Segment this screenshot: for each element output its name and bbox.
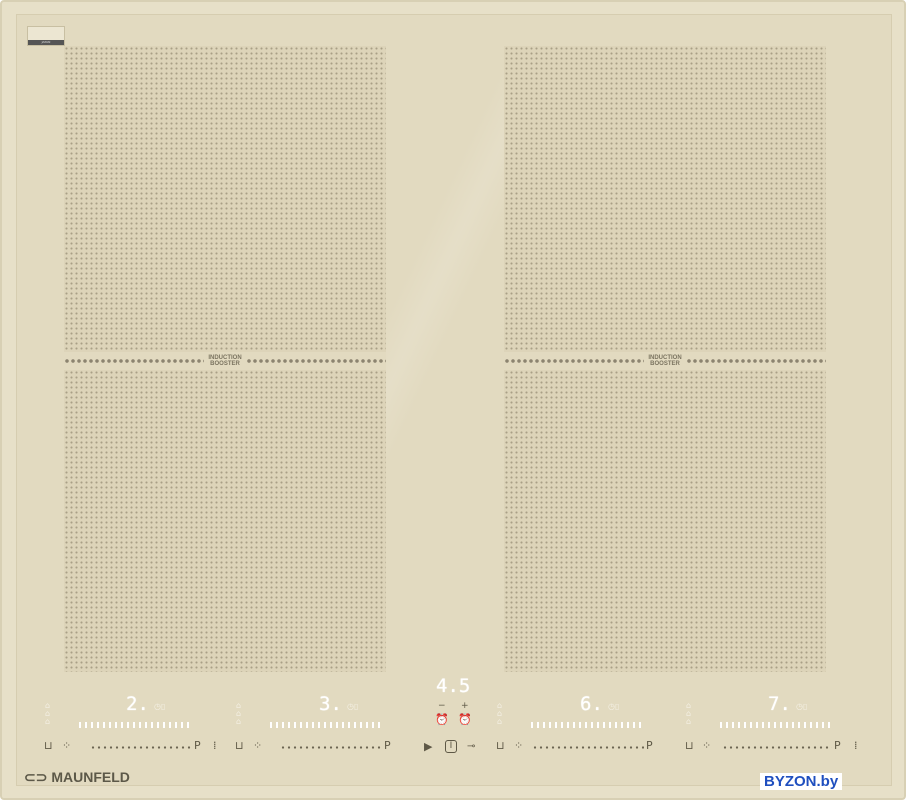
pot-icon[interactable]: ⊔ xyxy=(496,739,505,752)
watermark: BYZON.by xyxy=(760,773,843,790)
cooking-zone-right-top[interactable] xyxy=(504,46,826,352)
pot-icon[interactable]: ⊔ xyxy=(235,739,244,752)
brand-logo: ⊂⊃ MAUNFELD xyxy=(24,769,130,785)
zone-level-display: 6. xyxy=(580,693,603,715)
booster-label: INDUCTION BOOSTER xyxy=(648,355,682,367)
power-boost-button[interactable]: P xyxy=(834,739,841,752)
alarm-clock-icon[interactable]: ⏰ xyxy=(458,713,472,726)
brand-logo-icon: ⊂⊃ xyxy=(24,769,52,785)
timer-indicator-icon: ◷▯ xyxy=(347,702,359,711)
booster-label: INDUCTION BOOSTER xyxy=(208,355,242,367)
booster-divider-left: INDUCTION BOOSTER xyxy=(64,354,386,368)
certification-badge: JAPAN xyxy=(27,26,65,46)
alarm-clock-icon[interactable]: ⏰ xyxy=(435,713,449,726)
power-row[interactable] xyxy=(722,746,832,749)
power-slider[interactable] xyxy=(270,722,383,728)
grid-icon[interactable]: ⁘ xyxy=(62,739,72,752)
power-icon[interactable]: I xyxy=(445,740,457,753)
timer-indicator-icon: ◷▯ xyxy=(796,702,808,711)
power-boost-button[interactable]: P xyxy=(384,739,391,752)
bridge-icon[interactable]: ⁞ xyxy=(854,739,858,752)
power-row[interactable] xyxy=(90,746,192,749)
power-row[interactable] xyxy=(532,746,644,749)
bridge-icon[interactable]: ⁞ xyxy=(213,739,217,752)
cooking-zone-left-top[interactable] xyxy=(64,46,386,352)
timer-indicator-icon: ◷▯ xyxy=(154,702,166,711)
booster-divider-right: INDUCTION BOOSTER xyxy=(504,354,826,368)
timer-minus-label: − xyxy=(438,701,446,711)
pot-level-icons: ⌂ ⌂ ⌂ xyxy=(45,701,51,726)
timer-display: 4.5 xyxy=(436,675,471,697)
zone-level-display: 7. xyxy=(768,693,791,715)
pot-level-icons: ⌂ ⌂ ⌂ xyxy=(686,701,692,726)
power-boost-button[interactable]: P xyxy=(194,739,201,752)
power-boost-button[interactable]: P xyxy=(646,739,653,752)
cooking-zone-left-bottom[interactable] xyxy=(64,370,386,672)
cooking-zone-right-bottom[interactable] xyxy=(504,370,826,672)
grid-icon[interactable]: ⁘ xyxy=(702,739,712,752)
timer-indicator-icon: ◷▯ xyxy=(608,702,620,711)
grid-icon[interactable]: ⁘ xyxy=(514,739,524,752)
pot-level-icons: ⌂ ⌂ ⌂ xyxy=(236,701,242,726)
timer-plus-label: + xyxy=(461,701,469,711)
power-row[interactable] xyxy=(280,746,382,749)
power-slider[interactable] xyxy=(531,722,644,728)
pot-icon[interactable]: ⊔ xyxy=(685,739,694,752)
play-pause-icon[interactable]: ▶ xyxy=(424,740,433,753)
zone-level-display: 3. xyxy=(319,693,342,715)
power-slider[interactable] xyxy=(720,722,833,728)
key-lock-icon[interactable]: ⊸ xyxy=(467,741,476,752)
zone-level-display: 2. xyxy=(126,693,149,715)
pot-icon[interactable]: ⊔ xyxy=(44,739,53,752)
grid-icon[interactable]: ⁘ xyxy=(253,739,263,752)
pot-level-icons: ⌂ ⌂ ⌂ xyxy=(497,701,503,726)
power-slider[interactable] xyxy=(79,722,192,728)
